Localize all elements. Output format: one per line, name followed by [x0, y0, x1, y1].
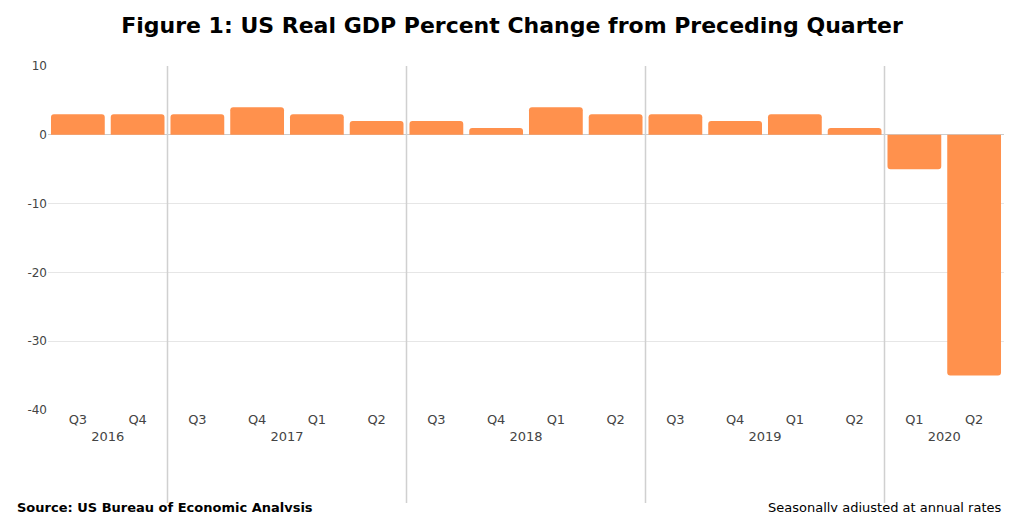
svg-text:2016: 2016 [91, 429, 124, 444]
svg-text:10: 10 [32, 59, 47, 73]
svg-text:2017: 2017 [270, 429, 303, 444]
svg-text:Q2: Q2 [845, 412, 864, 427]
svg-text:-40: -40 [27, 403, 47, 417]
svg-text:-30: -30 [27, 334, 47, 348]
svg-text:Source: US Bureau of Economic: Source: US Bureau of Economic Analysis [17, 500, 313, 512]
svg-text:Seasonally adjusted at annual: Seasonally adjusted at annual rates [768, 500, 1002, 512]
svg-text:Q2: Q2 [606, 412, 625, 427]
svg-text:Q3: Q3 [666, 412, 685, 427]
svg-text:Q2: Q2 [965, 412, 984, 427]
svg-text:2020: 2020 [928, 429, 961, 444]
svg-text:Q2: Q2 [367, 412, 386, 427]
svg-text:0: 0 [39, 128, 47, 142]
svg-text:Q4: Q4 [128, 412, 147, 427]
svg-text:Q1: Q1 [547, 412, 566, 427]
svg-text:Q4: Q4 [248, 412, 267, 427]
svg-text:Q1: Q1 [308, 412, 327, 427]
svg-text:Q3: Q3 [69, 412, 88, 427]
svg-text:Q3: Q3 [427, 412, 446, 427]
svg-text:Figure 1: US Real GDP Percent: Figure 1: US Real GDP Percent Change fro… [121, 13, 903, 38]
svg-text:Q1: Q1 [786, 412, 805, 427]
svg-text:2019: 2019 [748, 429, 781, 444]
svg-text:Q1: Q1 [905, 412, 924, 427]
svg-text:-10: -10 [27, 197, 47, 211]
svg-text:-20: -20 [27, 266, 47, 280]
svg-text:Q4: Q4 [726, 412, 745, 427]
svg-text:Q3: Q3 [188, 412, 207, 427]
svg-text:Q4: Q4 [487, 412, 506, 427]
svg-text:2018: 2018 [509, 429, 542, 444]
